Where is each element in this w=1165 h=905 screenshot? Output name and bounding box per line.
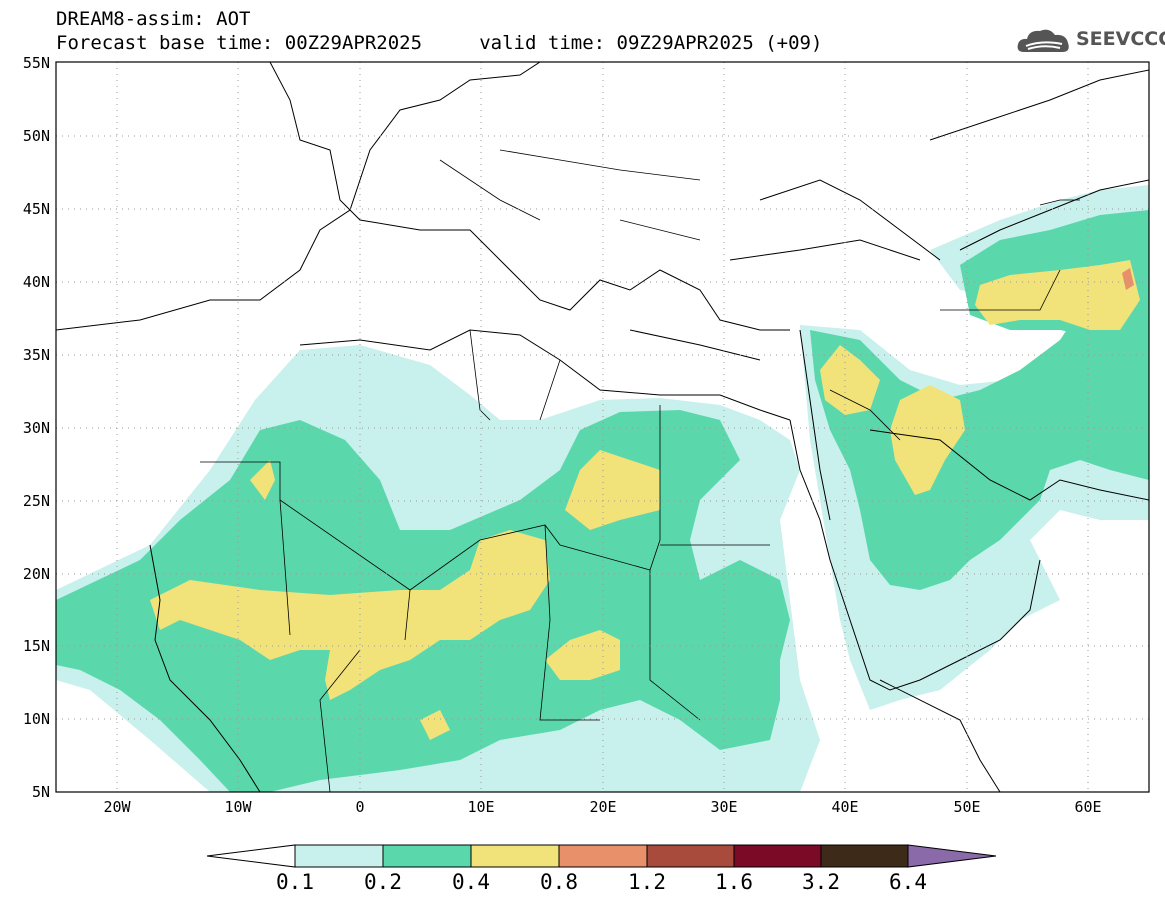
seevccc-logo: SEEVCCC [1016, 24, 1165, 58]
colorbar-label: 0.4 [452, 870, 490, 894]
colorbar-bin [558, 844, 648, 868]
lon-label: 10E [467, 798, 494, 816]
aot-level-0.4 [150, 260, 1140, 740]
colorbar-label: 3.2 [802, 870, 840, 894]
lon-label: 30E [710, 798, 737, 816]
colorbar-bin [294, 844, 384, 868]
lat-label: 45N [23, 200, 50, 218]
lat-label: 50N [23, 127, 50, 145]
colorbar-bin [646, 844, 735, 868]
lon-label: 40E [831, 798, 858, 816]
chart-title: DREAM8-assim: AOT [56, 8, 251, 30]
lon-label: 20E [589, 798, 616, 816]
forecast-time-line: Forecast base time: 00Z29APR2025 valid t… [56, 32, 823, 54]
lat-label: 5N [32, 783, 50, 801]
colorbar-label: 1.6 [715, 870, 753, 894]
logo-text: SEEVCCC [1076, 28, 1165, 50]
lon-label: 50E [953, 798, 980, 816]
colorbar-label: 0.1 [276, 870, 314, 894]
lat-lon-grid [56, 62, 1149, 792]
lat-label: 35N [23, 346, 50, 364]
aot-level-0.8 [1122, 268, 1134, 290]
lat-label: 40N [23, 273, 50, 291]
lon-label: 20W [103, 798, 131, 816]
aot-field [56, 185, 1149, 792]
lat-label: 25N [23, 492, 50, 510]
lat-label: 15N [23, 637, 50, 655]
colorbar-arrow-right [907, 844, 997, 868]
colorbar-bin [733, 844, 822, 868]
colorbar-bin [382, 844, 472, 868]
lon-labels: 20W 10W 0 10E 20E 30E 40E 50E 60E [103, 798, 1101, 816]
lat-label: 30N [23, 419, 50, 437]
map-frame [55, 61, 1150, 793]
country-borders [200, 149, 1080, 792]
colorbar-label: 6.4 [889, 870, 927, 894]
colorbar-label: 0.8 [540, 870, 578, 894]
colorbar-label: 1.2 [628, 870, 666, 894]
colorbar-bin [470, 844, 560, 868]
lat-label: 20N [23, 565, 50, 583]
lon-label: 0 [355, 798, 364, 816]
lat-label: 10N [23, 710, 50, 728]
colorbar [206, 844, 997, 868]
lat-labels: 55N 50N 45N 40N 35N 30N 25N 20N 15N 10N … [23, 54, 50, 801]
colorbar-bin [820, 844, 909, 868]
lon-label: 60E [1074, 798, 1101, 816]
colorbar-arrow-left [206, 844, 296, 868]
lat-label: 55N [23, 54, 50, 72]
cloud-icon [1017, 29, 1069, 52]
lon-label: 10W [224, 798, 252, 816]
colorbar-label: 0.2 [364, 870, 402, 894]
